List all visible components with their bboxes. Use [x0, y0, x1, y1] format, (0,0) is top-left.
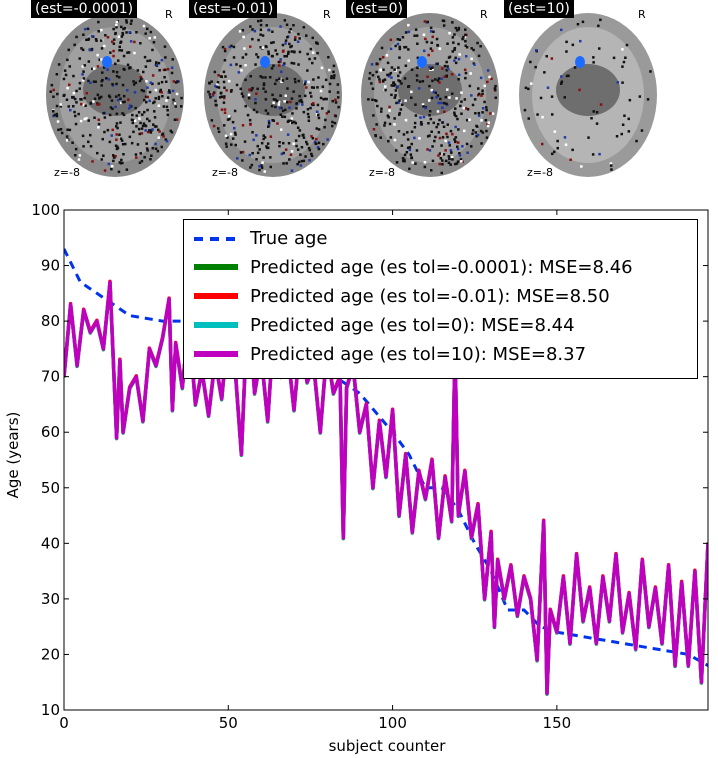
y-tick-label: 70: [41, 368, 60, 386]
brain-slice-image: [204, 13, 342, 177]
orientation-label: R: [638, 8, 646, 21]
x-tick-label: 150: [543, 714, 572, 732]
legend-entry: Predicted age (es tol=-0.0001): MSE=8.46: [184, 254, 697, 282]
y-tick-label: 20: [41, 645, 60, 663]
plot-axes: 0 50 100 150 10 20 30 40 50 60 70 80 90 100: [31, 201, 709, 732]
orientation-label: R: [480, 8, 488, 21]
y-axis-label: Age (years): [4, 412, 22, 499]
slice-coordinate-label: z=-8: [369, 166, 395, 179]
plot-series: [64, 248, 708, 696]
legend-entry: Predicted age (es tol=10): MSE=8.37: [184, 341, 697, 369]
brain-slice-image: [519, 13, 657, 177]
orientation-label: R: [165, 8, 173, 21]
legend-label: Predicted age (es tol=10): MSE=8.37: [250, 344, 587, 365]
legend-swatch: [194, 293, 238, 299]
legend-label: True age: [250, 228, 328, 249]
x-tick-label: 100: [378, 714, 407, 732]
legend-label: Predicted age (es tol=0): MSE=8.44: [250, 315, 575, 336]
legend-label: Predicted age (es tol=-0.01): MSE=8.50: [250, 286, 610, 307]
y-tick-label: 80: [41, 312, 60, 330]
estimator-label: (est=0): [346, 0, 407, 18]
legend-swatch: [194, 351, 238, 357]
legend-swatch: [194, 237, 238, 241]
y-tick-label: 40: [41, 534, 60, 552]
x-tick-label: 0: [59, 714, 69, 732]
age-prediction-chart: 0 50 100 150 10 20 30 40 50 60 70 80 90 100 subject c…: [4, 201, 709, 755]
orientation-label: R: [323, 8, 331, 21]
chart-legend: True age Predicted age (es tol=-0.0001): …: [183, 219, 698, 379]
y-tick-label: 100: [31, 201, 60, 219]
brain-slice-image: [46, 13, 184, 177]
legend-entry: Predicted age (es tol=0): MSE=8.44: [184, 312, 697, 340]
x-tick-label: 50: [219, 714, 238, 732]
legend-entry: True age: [184, 225, 697, 253]
estimator-label: (est=-0.0001): [31, 0, 138, 18]
brain-slice-image: [361, 13, 499, 177]
y-tick-label: 60: [41, 423, 60, 441]
y-tick-label: 10: [41, 701, 60, 719]
legend-label: Predicted age (es tol=-0.0001): MSE=8.46: [250, 257, 633, 278]
plot-border: [63, 209, 709, 711]
estimator-label: (est=10): [504, 0, 574, 18]
legend-swatch: [194, 322, 238, 328]
estimator-label: (est=-0.01): [189, 0, 278, 18]
y-tick-label: 30: [41, 590, 60, 608]
legend-entry: Predicted age (es tol=-0.01): MSE=8.50: [184, 283, 697, 311]
slice-coordinate-label: z=-8: [54, 166, 80, 179]
predicted-age-line: [64, 280, 708, 696]
slice-coordinate-label: z=-8: [212, 166, 238, 179]
x-axis-label: subject counter: [329, 737, 447, 755]
slice-coordinate-label: z=-8: [527, 166, 553, 179]
legend-swatch: [194, 264, 238, 270]
y-tick-label: 50: [41, 479, 60, 497]
y-tick-label: 90: [41, 257, 60, 275]
